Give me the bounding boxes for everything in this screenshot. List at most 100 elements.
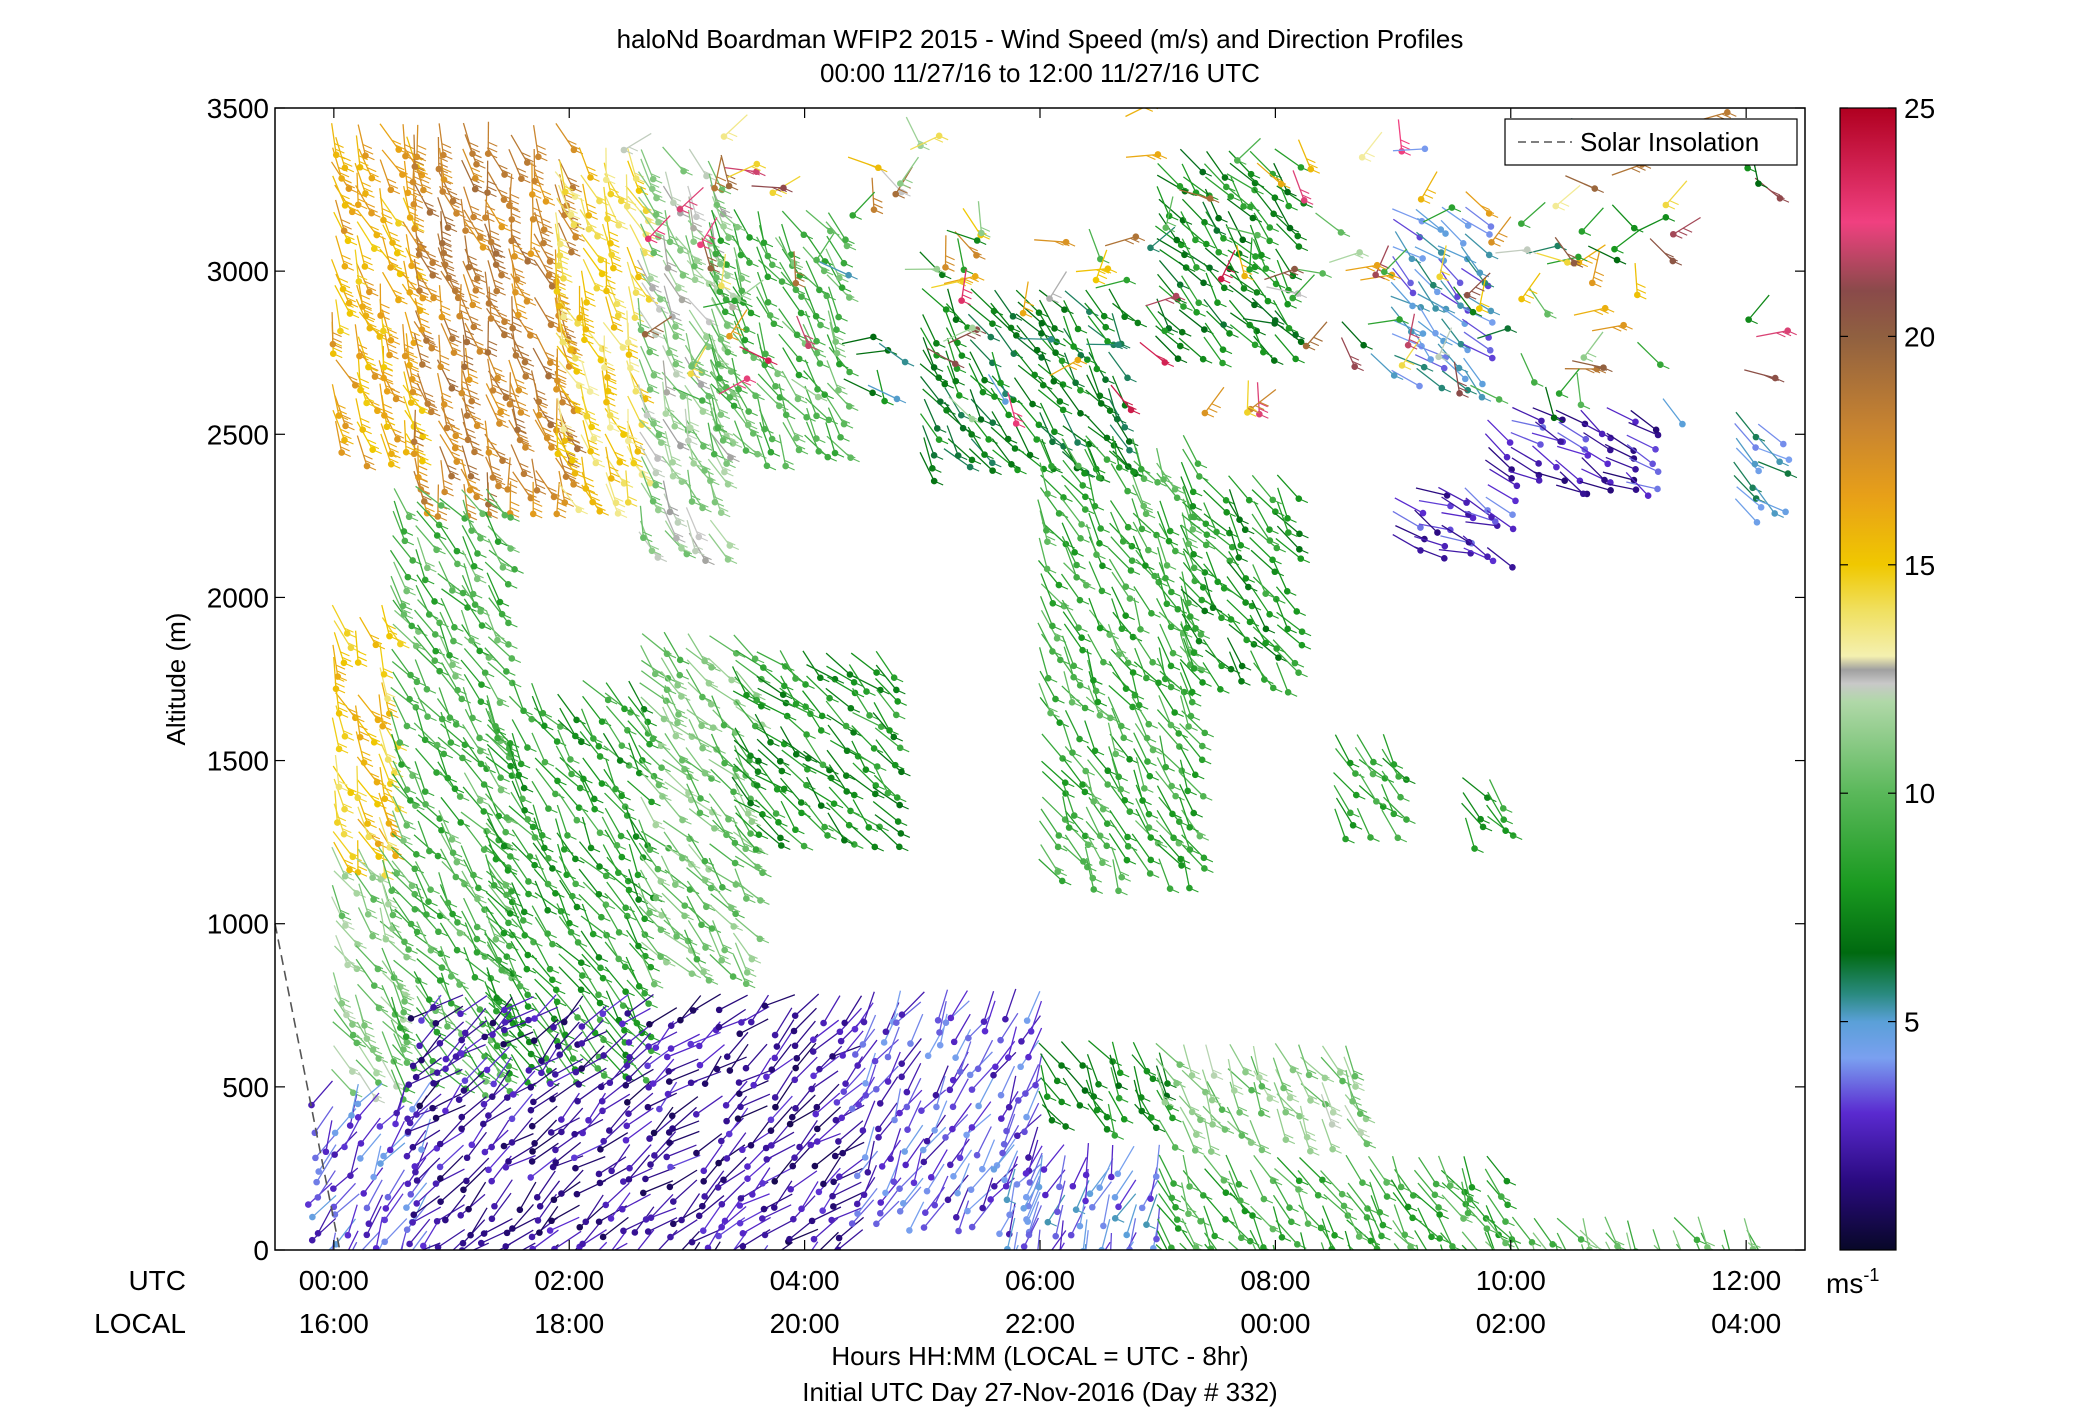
- wind-barb: [639, 248, 660, 284]
- wind-barb: [891, 1088, 902, 1124]
- wind-barb: [660, 307, 685, 341]
- wind-barb: [403, 371, 421, 408]
- wind-barb: [461, 334, 474, 372]
- wind-barb: [354, 994, 374, 1030]
- y-tick-label: 1000: [207, 909, 269, 940]
- wind-barb: [664, 210, 680, 247]
- wind-barb: [1345, 1045, 1365, 1081]
- wind-barb: [1088, 498, 1110, 533]
- wind-barb: [602, 321, 633, 353]
- wind-barb: [809, 1031, 840, 1055]
- wind-barb: [393, 561, 416, 596]
- wind-barb: [802, 273, 836, 301]
- wind-barb: [1206, 150, 1235, 183]
- wind-barb: [1744, 369, 1785, 383]
- wind-barb: [756, 246, 778, 282]
- wind-barb: [531, 682, 553, 718]
- wind-barb: [416, 270, 443, 303]
- wind-barb: [531, 458, 547, 495]
- wind-barb: [484, 320, 498, 357]
- wind-barb: [700, 1144, 723, 1175]
- wind-barb: [415, 883, 436, 920]
- wind-barb: [686, 659, 719, 688]
- wind-barb: [756, 382, 789, 411]
- wind-barb: [625, 806, 646, 842]
- wind-barb: [798, 1181, 819, 1213]
- wind-barb: [1462, 535, 1491, 560]
- x-tick-label-local: 04:00: [1711, 1308, 1781, 1339]
- wind-barb: [392, 897, 421, 929]
- wind-barb: [1062, 845, 1097, 872]
- wind-barb: [781, 370, 808, 404]
- wind-barb: [602, 147, 616, 185]
- wind-barb: [1046, 271, 1068, 304]
- wind-barb: [1226, 1218, 1260, 1246]
- wind-barb: [804, 334, 830, 369]
- wind-barb: [629, 370, 655, 404]
- wind-barb: [391, 810, 413, 846]
- wind-barb: [709, 843, 745, 868]
- wind-barb: [627, 1014, 661, 1042]
- wind-barb: [640, 345, 664, 380]
- wind-barb: [687, 633, 714, 666]
- wind-barb: [392, 623, 426, 651]
- wind-barb: [1672, 1230, 1682, 1250]
- wind-barb: [485, 383, 510, 417]
- wind-barb: [708, 533, 738, 564]
- wind-barb: [379, 642, 394, 679]
- wind-barb: [533, 259, 562, 291]
- wind-barb: [462, 122, 482, 159]
- wind-barb: [581, 233, 611, 265]
- wind-barbs-layer: [305, 108, 1798, 1250]
- x-tick-label-utc: 12:00: [1711, 1265, 1781, 1296]
- wind-barb: [437, 747, 457, 783]
- wind-barb: [334, 421, 351, 458]
- wind-barb: [803, 286, 826, 321]
- colorbar-tick-label: 20: [1904, 321, 1935, 352]
- wind-barb: [555, 274, 569, 311]
- wind-barb: [358, 883, 378, 919]
- wind-barb: [511, 918, 543, 947]
- wind-barb: [782, 286, 811, 318]
- wind-barb: [1087, 633, 1113, 667]
- wind-barb: [1297, 1170, 1328, 1200]
- wind-barb: [664, 248, 693, 280]
- wind-barb: [639, 505, 653, 543]
- wind-barb: [581, 456, 596, 494]
- wind-barb: [1249, 1169, 1274, 1204]
- wind-barb: [692, 1095, 723, 1118]
- wind-barb: [711, 209, 730, 246]
- wind-barb: [782, 421, 809, 455]
- x-tick-label-local: 16:00: [299, 1308, 369, 1339]
- wind-barb: [711, 196, 733, 231]
- wind-barb: [1082, 1142, 1090, 1179]
- colorbar-strip: [1839, 107, 1897, 1251]
- wind-barb: [637, 297, 651, 335]
- wind-barb: [437, 372, 454, 409]
- wind-barb: [667, 1154, 701, 1171]
- wind-barb: [804, 310, 826, 346]
- colorbar-tick-label: 25: [1904, 93, 1935, 124]
- wind-barb: [1321, 1082, 1343, 1117]
- wind-barb: [958, 268, 973, 306]
- wind-barb: [1276, 525, 1309, 554]
- wind-barb: [905, 116, 930, 151]
- wind-barb: [1179, 189, 1220, 203]
- wind-barb: [1588, 245, 1627, 265]
- wind-barb: [637, 384, 657, 420]
- wind-barb: [903, 1062, 922, 1096]
- wind-barb: [1156, 511, 1179, 546]
- wind-barb: [685, 419, 713, 451]
- wind-barb: [354, 172, 368, 210]
- wind-barb: [413, 124, 427, 162]
- wind-barb: [462, 687, 482, 723]
- wind-barb: [440, 848, 466, 882]
- wind-barb: [1019, 281, 1035, 318]
- wind-barb: [357, 806, 378, 842]
- wind-barb: [1084, 720, 1105, 756]
- wind-barb: [391, 648, 420, 680]
- wind-barb: [825, 221, 857, 251]
- wind-barb: [1300, 1083, 1335, 1109]
- wind-barb: [532, 125, 548, 162]
- wind-barb: [335, 299, 350, 336]
